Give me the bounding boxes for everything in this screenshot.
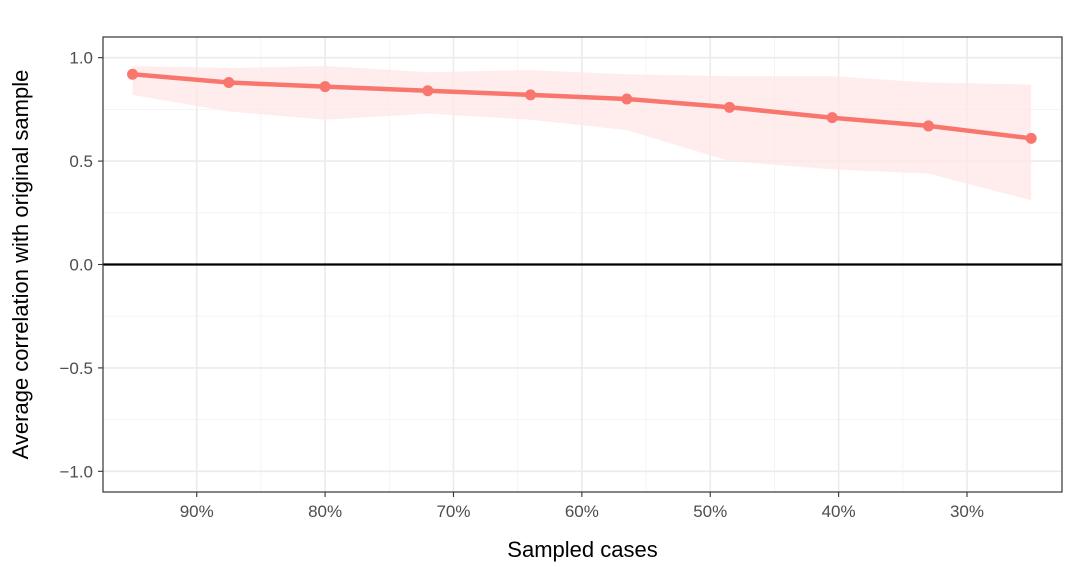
y-tick-label: 1.0 [69, 49, 93, 68]
data-point [621, 93, 633, 105]
data-point [922, 120, 934, 132]
data-point [826, 112, 838, 124]
x-tick-label: 40% [822, 502, 856, 521]
y-axis-title: Average correlation with original sample [8, 70, 33, 460]
x-tick-label: 70% [436, 502, 470, 521]
x-ticks: 90% 80% 70% 60% 50% 40% 30% [180, 492, 984, 521]
y-tick-label: 0.5 [69, 152, 93, 171]
x-tick-label: 80% [308, 502, 342, 521]
x-axis-title: Sampled cases [507, 537, 657, 562]
x-tick-label: 50% [693, 502, 727, 521]
y-ticks: −1.0 −0.5 0.0 0.5 1.0 [59, 49, 103, 481]
y-tick-label: −0.5 [59, 359, 93, 378]
data-point [422, 85, 434, 97]
point-layer [127, 68, 1037, 144]
ribbon-layer [132, 66, 1032, 201]
x-tick-label: 90% [180, 502, 214, 521]
x-tick-label: 60% [565, 502, 599, 521]
x-tick-label: 30% [950, 502, 984, 521]
y-tick-label: 0.0 [69, 256, 93, 275]
confidence-ribbon [132, 66, 1032, 201]
y-tick-label: −1.0 [59, 462, 93, 481]
data-point [319, 81, 331, 93]
data-point [525, 89, 537, 101]
data-point [223, 77, 235, 88]
data-point [1025, 132, 1037, 144]
data-point [723, 101, 735, 113]
data-point [127, 68, 139, 80]
series-line [130, 71, 1034, 141]
line-layer [130, 71, 1034, 141]
